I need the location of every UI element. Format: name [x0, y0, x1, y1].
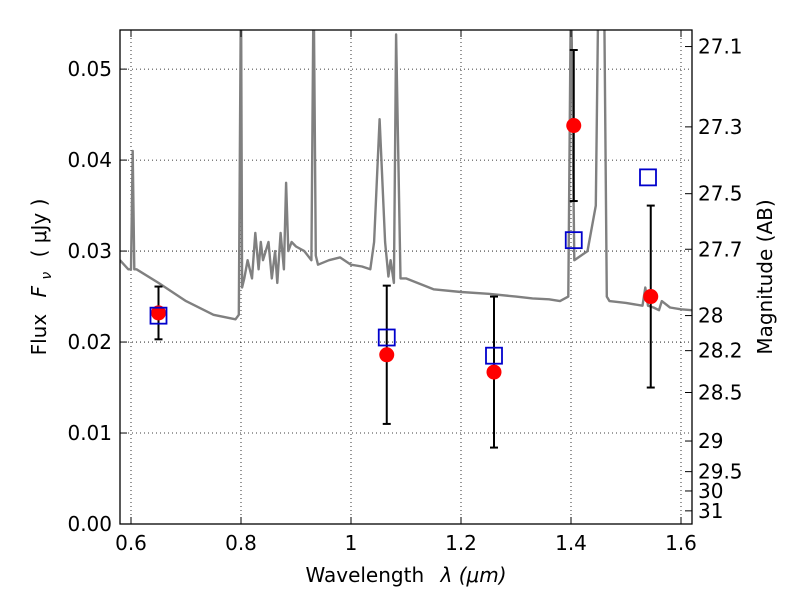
plot-frame — [119, 29, 693, 525]
y2-tick-label: 28 — [698, 304, 723, 328]
x-axis-ticks: 0.6 0.8 1 1.2 1.4 1.6 — [115, 30, 697, 555]
x-tick-label: 0.6 — [115, 531, 147, 555]
y-tick-label: 0.03 — [67, 239, 112, 263]
observed-point — [379, 347, 395, 363]
x-axis-label-text: Wavelength — [305, 563, 424, 587]
y2-tick-label: 29.5 — [698, 460, 743, 484]
y2-tick-label: 28.2 — [698, 339, 743, 363]
y-axis-label: Flux F ν ( μJy ) — [27, 199, 56, 356]
model-point — [149, 306, 168, 325]
observed-points — [151, 118, 659, 380]
y2-tick-label: 31 — [698, 499, 723, 523]
y2-tick-label: 28.5 — [698, 380, 743, 404]
y-tick-label: 0.04 — [67, 148, 112, 172]
observed-point — [643, 289, 659, 305]
y-tick-label: 0.00 — [67, 512, 112, 536]
observed-point — [151, 305, 166, 321]
y2-tick-label: 30 — [698, 479, 723, 503]
y-axis-label-unit: ( μJy ) — [27, 199, 51, 258]
y2-axis-label: Magnitude (AB) — [753, 199, 777, 354]
x-tick-label: 0.8 — [225, 531, 257, 555]
y-tick-label: 0.02 — [67, 330, 112, 354]
model-point — [377, 328, 396, 347]
x-axis-label: Wavelength λ (μm) — [305, 563, 506, 587]
y2-tick-label: 27.5 — [698, 182, 743, 206]
y-axis-label-math-sub: ν — [39, 272, 55, 280]
observed-point — [566, 118, 582, 134]
y2-tick-label: 27.3 — [698, 115, 743, 139]
spectrum-series — [120, 30, 692, 321]
spectrum-line — [120, 30, 692, 321]
y-axis-label-math: F — [27, 285, 51, 297]
y-tick-label: 0.01 — [67, 421, 112, 445]
observed-point — [486, 364, 502, 380]
y-tick-label: 0.05 — [67, 57, 112, 81]
y2-tick-label: 29 — [698, 429, 723, 453]
x-axis-label-math: λ (μm) — [440, 563, 507, 587]
model-points — [149, 168, 657, 365]
x-tick-label: 1.6 — [665, 531, 697, 555]
x-tick-label: 1.4 — [555, 531, 587, 555]
y2-tick-label: 27.7 — [698, 237, 743, 261]
y-axis-ticks: 0.00 0.01 0.02 0.03 0.04 0.05 — [67, 57, 127, 536]
x-tick-label: 1 — [345, 531, 358, 555]
model-point — [564, 231, 583, 250]
model-point — [639, 168, 657, 187]
model-point — [485, 346, 503, 365]
x-tick-label: 1.2 — [445, 531, 477, 555]
y2-tick-label: 27.1 — [698, 35, 743, 59]
y-axis-label-text: Flux — [27, 314, 51, 356]
